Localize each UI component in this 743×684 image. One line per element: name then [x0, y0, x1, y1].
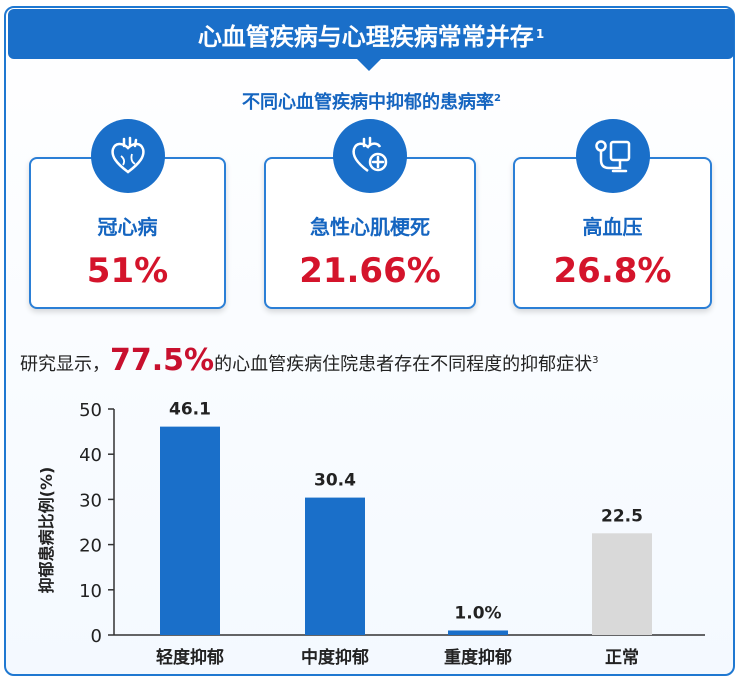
bar: [305, 497, 365, 635]
banner-title-text: 心血管疾病与心理疾病常常并存: [197, 22, 534, 51]
card-value: 51%: [86, 251, 169, 291]
section-subtitle: 不同心血管疾病中抑郁的患病率2: [0, 88, 743, 114]
bar-data-label: 30.4: [314, 471, 356, 491]
statement-suffix: 的心血管疾病住院患者存在不同程度的抑郁症状: [214, 354, 593, 375]
x-tick-label: 轻度抑郁: [156, 647, 224, 668]
statement-ref: 3: [592, 355, 599, 366]
blood-pressure-monitor-icon: [575, 119, 650, 193]
y-tick-label: 50: [79, 400, 102, 421]
bar-data-label: 46.1: [169, 400, 211, 420]
card-coronary-heart-disease: 冠心病 51%: [29, 119, 226, 309]
y-tick-label: 0: [91, 626, 102, 647]
x-tick-label: 正常: [605, 647, 639, 668]
subtitle-ref: 2: [494, 93, 501, 104]
bar: [448, 630, 508, 635]
y-tick-label: 40: [79, 445, 102, 466]
bar: [592, 533, 652, 635]
banner-ref: 1: [535, 27, 545, 41]
x-tick-label: 重度抑郁: [444, 647, 512, 668]
statement-prefix: 研究显示，: [20, 354, 110, 375]
card-label: 高血压: [582, 215, 643, 239]
card-value: 21.66%: [299, 251, 441, 291]
card-label: 急性心肌梗死: [310, 215, 430, 239]
x-tick-label: 中度抑郁: [301, 647, 369, 668]
y-tick-label: 10: [79, 581, 102, 602]
y-axis-label: 抑郁患病比例(%): [37, 467, 56, 594]
card-value: 26.8%: [553, 251, 672, 291]
card-hypertension: 高血压 26.8%: [513, 119, 712, 309]
banner-pointer: [357, 59, 381, 71]
y-tick-label: 30: [79, 490, 102, 511]
banner-title: 心血管疾病与心理疾病常常并存 1: [8, 9, 734, 59]
heart-icon: [90, 119, 165, 193]
card-label: 冠心病: [97, 215, 158, 239]
depression-bar-chart: 0 10 20 30 40 50 抑郁患病比例(%) 46.1 轻度抑郁 30.4 中度抑郁 1.0%…: [37, 400, 705, 668]
bar-data-label: 1.0%: [454, 603, 501, 623]
card-acute-myocardial-infarction: 急性心肌梗死 21.66%: [264, 119, 476, 309]
bar: [160, 426, 220, 635]
y-tick-label: 20: [79, 536, 102, 557]
heart-plus-icon: [333, 119, 407, 193]
statement-highlight: 77.5%: [110, 343, 215, 378]
bar-data-label: 22.5: [601, 506, 643, 526]
study-statement: 研究显示，77.5%的心血管疾病住院患者存在不同程度的抑郁症状3: [20, 343, 735, 378]
subtitle-text: 不同心血管疾病中抑郁的患病率: [242, 92, 495, 113]
